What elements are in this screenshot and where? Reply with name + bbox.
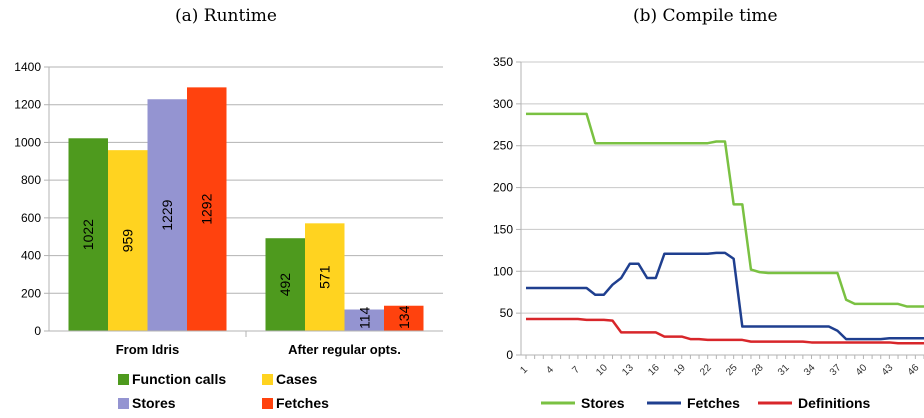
x-tick-label: 46 [906, 362, 922, 378]
y-tick-label: 300 [493, 97, 513, 111]
data-label: 492 [277, 273, 293, 297]
x-tick-label: 40 [854, 362, 870, 378]
x-tick-label: 19 [672, 362, 688, 378]
data-label: 959 [120, 229, 136, 253]
chart-b-title: (b) Compile time [633, 6, 778, 26]
x-tick-label: 7 [570, 364, 582, 376]
y-tick-label: 350 [493, 55, 513, 69]
y-tick-label: 800 [21, 173, 41, 187]
bar [187, 87, 227, 331]
bar [108, 150, 148, 331]
legend-label: Stores [132, 395, 176, 411]
data-label: 114 [356, 306, 372, 329]
y-tick-label: 250 [493, 139, 513, 153]
data-label: 1229 [159, 199, 175, 230]
legend-label: Fetches [687, 395, 740, 411]
bar [147, 99, 187, 331]
data-label: 1022 [80, 219, 96, 250]
bar [305, 223, 345, 331]
x-category-label: From Idris [116, 342, 180, 357]
series-line [526, 251, 924, 341]
x-tick-label: 34 [802, 362, 818, 378]
y-tick-label: 200 [493, 181, 513, 195]
series-line [526, 317, 924, 345]
legend-label: Stores [581, 395, 625, 411]
x-tick-label: 25 [724, 362, 740, 378]
x-tick-label: 16 [646, 362, 662, 378]
y-tick-label: 1200 [14, 98, 41, 112]
y-tick-label: 0 [34, 324, 41, 338]
y-tick-label: 1000 [14, 135, 41, 149]
y-tick-label: 400 [21, 249, 41, 263]
x-tick-label: 13 [620, 362, 636, 378]
bar [265, 238, 305, 331]
bar [344, 309, 384, 331]
data-label: 134 [396, 305, 412, 329]
legend-swatch [118, 398, 129, 409]
bar [68, 138, 108, 331]
legend-swatch [262, 398, 273, 409]
bar [384, 305, 424, 331]
x-tick-label: 43 [880, 362, 896, 378]
y-tick-label: 600 [21, 211, 41, 225]
y-tick-label: 0 [506, 348, 513, 362]
x-category-label: After regular opts. [288, 342, 401, 357]
legend-swatch [118, 374, 129, 385]
x-tick-label: 22 [698, 362, 714, 378]
legend-label: Definitions [798, 395, 871, 411]
legend-label: Fetches [276, 395, 329, 411]
legend-label: Cases [276, 371, 317, 387]
y-tick-label: 200 [21, 286, 41, 300]
x-tick-label: 1 [518, 364, 530, 376]
x-tick-label: 10 [594, 362, 610, 378]
x-tick-label: 37 [828, 362, 844, 378]
legend-label: Function calls [132, 371, 226, 387]
x-tick-label: 4 [544, 364, 556, 376]
data-label: 1292 [199, 193, 215, 224]
series-line [526, 112, 924, 308]
y-tick-label: 1400 [14, 60, 41, 74]
chart-a-title: (a) Runtime [175, 6, 277, 26]
x-tick-label: 28 [750, 362, 766, 378]
y-tick-label: 100 [493, 264, 513, 278]
x-tick-label: 31 [776, 362, 792, 378]
y-tick-label: 50 [500, 306, 514, 320]
legend-swatch [262, 374, 273, 385]
y-tick-label: 150 [493, 222, 513, 236]
data-label: 571 [317, 265, 333, 289]
